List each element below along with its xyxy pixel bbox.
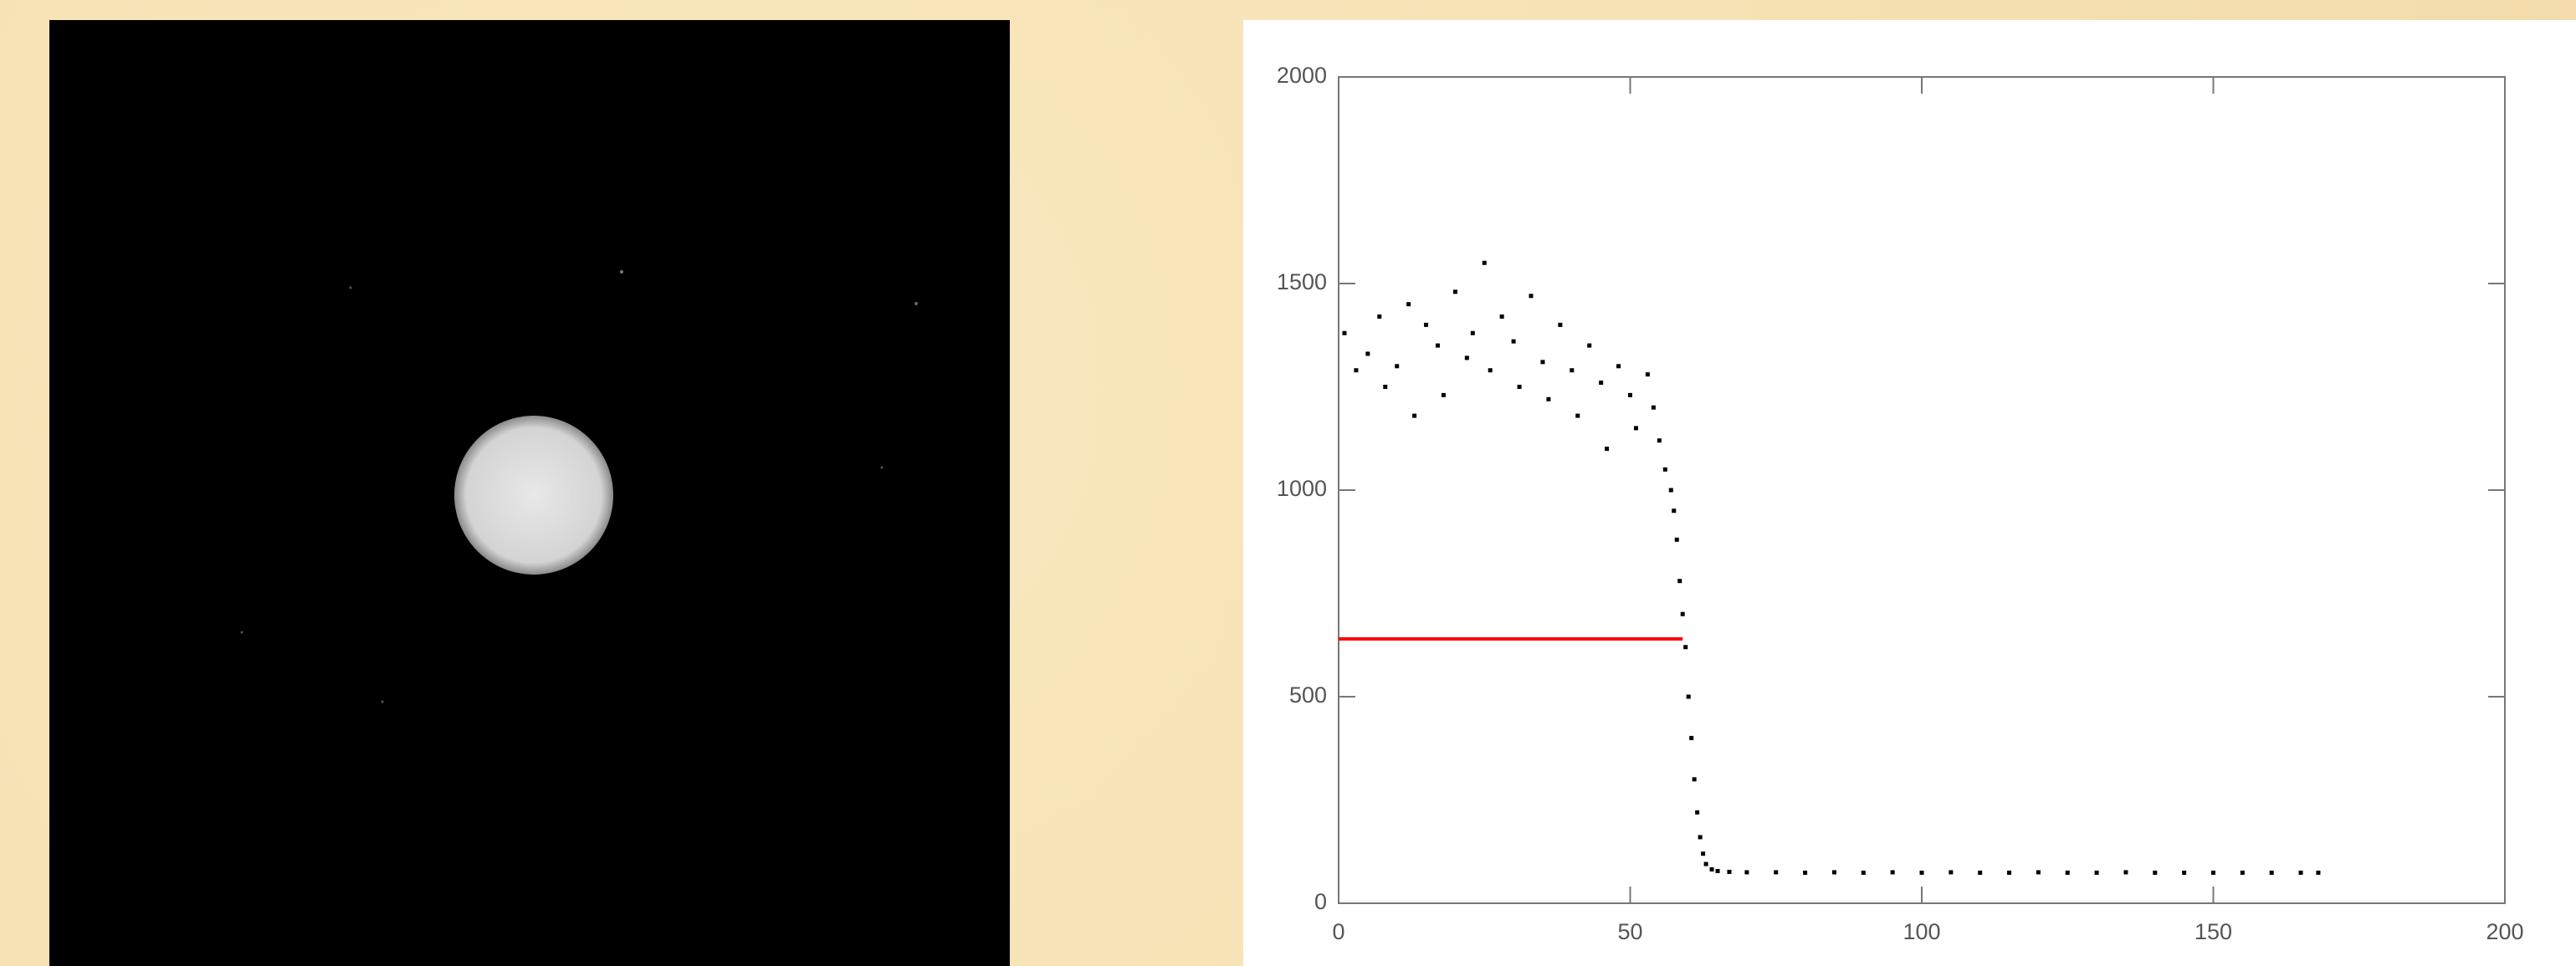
point xyxy=(1686,694,1691,699)
point xyxy=(1365,351,1370,356)
point xyxy=(1803,870,1808,875)
point xyxy=(1683,645,1688,650)
point xyxy=(1680,611,1685,616)
star xyxy=(880,466,883,469)
point xyxy=(1701,851,1706,856)
point xyxy=(2065,870,2070,875)
point xyxy=(1645,372,1650,377)
point xyxy=(1488,368,1493,373)
point xyxy=(1540,360,1545,365)
point xyxy=(1424,322,1429,327)
point xyxy=(1587,343,1592,348)
point xyxy=(1689,735,1694,740)
star xyxy=(914,302,918,305)
point xyxy=(1698,835,1703,840)
point xyxy=(1715,868,1720,873)
point xyxy=(1599,381,1604,386)
planet-disk xyxy=(454,416,613,575)
point xyxy=(1651,405,1656,410)
point xyxy=(1774,870,1779,875)
point xyxy=(1657,438,1662,443)
plot-panel: 0 50 100 150 200 0 500 1000 1500 2000 xyxy=(1243,20,2576,966)
star xyxy=(240,631,243,634)
plot-frame xyxy=(1338,76,2506,904)
point xyxy=(1464,355,1469,360)
x-tick-label: 200 xyxy=(2486,919,2523,944)
point xyxy=(2036,870,2041,875)
point xyxy=(1377,314,1382,319)
point xyxy=(1575,413,1580,418)
x-tick-label: 50 xyxy=(1617,919,1642,944)
point xyxy=(1674,537,1679,542)
point xyxy=(1406,302,1411,307)
point xyxy=(1383,385,1388,389)
point xyxy=(1470,330,1475,335)
y-tick-label: 2000 xyxy=(1277,63,1327,88)
point xyxy=(2316,870,2321,875)
point xyxy=(2123,870,2128,875)
point xyxy=(1695,810,1700,815)
star xyxy=(381,700,384,703)
star xyxy=(349,286,352,289)
point xyxy=(1511,339,1516,344)
point xyxy=(1546,396,1551,401)
point xyxy=(1558,322,1563,327)
point xyxy=(1709,866,1714,871)
point xyxy=(2240,870,2245,875)
point xyxy=(1919,870,1924,875)
point xyxy=(1517,385,1522,389)
point xyxy=(2094,870,2099,875)
x-tick-label: 100 xyxy=(1903,919,1940,944)
point xyxy=(1703,861,1708,866)
point xyxy=(1628,392,1632,397)
point xyxy=(1570,368,1575,373)
point xyxy=(1677,579,1682,584)
point xyxy=(1662,467,1667,472)
point xyxy=(1727,869,1732,874)
point xyxy=(1672,509,1677,514)
star xyxy=(620,270,623,273)
point xyxy=(1482,260,1487,265)
sky-image xyxy=(240,270,918,703)
point xyxy=(2182,870,2187,875)
y-tick-label: 1000 xyxy=(1277,476,1327,501)
point xyxy=(1395,364,1400,369)
point xyxy=(2153,870,2158,875)
point xyxy=(1668,488,1673,493)
image-panel xyxy=(49,20,1010,966)
point xyxy=(1890,870,1895,875)
point xyxy=(1412,413,1417,418)
point xyxy=(1633,426,1638,431)
point xyxy=(2269,870,2274,875)
point xyxy=(1605,447,1610,452)
x-tick-label: 0 xyxy=(1332,919,1344,944)
point xyxy=(1499,314,1504,319)
point xyxy=(1861,870,1866,875)
point xyxy=(1435,343,1440,348)
point xyxy=(1831,870,1836,875)
point xyxy=(1452,289,1457,294)
point xyxy=(1978,870,1983,875)
y-tick-label: 500 xyxy=(1289,682,1327,708)
point xyxy=(2298,870,2303,875)
point xyxy=(1949,870,1954,875)
point xyxy=(1441,392,1446,397)
point xyxy=(2007,870,2012,875)
point xyxy=(1529,294,1534,299)
point xyxy=(1692,777,1697,782)
y-tick-label: 0 xyxy=(1314,889,1327,914)
y-tick-label: 1500 xyxy=(1277,269,1327,294)
point xyxy=(2211,870,2215,875)
point xyxy=(1744,870,1749,875)
point xyxy=(1616,364,1621,369)
point xyxy=(1342,330,1347,335)
point xyxy=(1354,368,1359,373)
x-tick-label: 150 xyxy=(2194,919,2232,944)
